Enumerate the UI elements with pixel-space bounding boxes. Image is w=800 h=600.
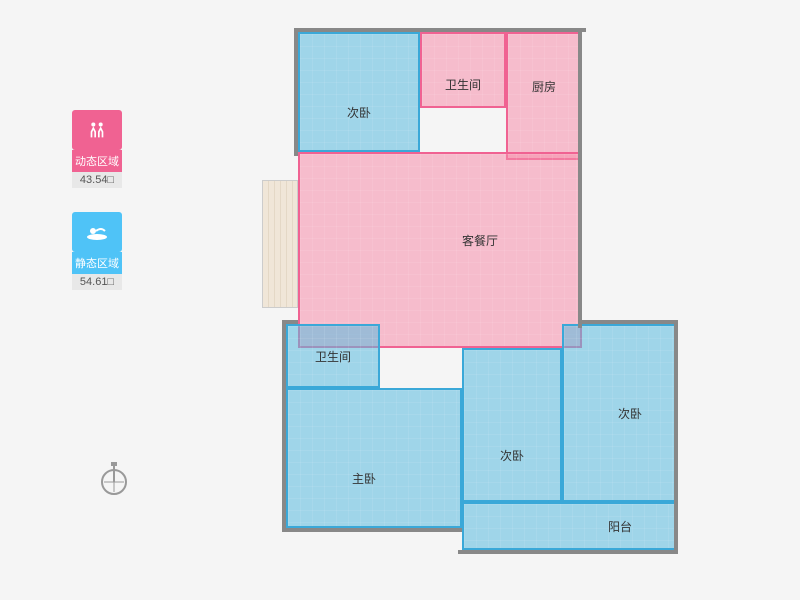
legend-dynamic-label: 动态区域 [72, 150, 122, 172]
room-label-bedroom2-top: 次卧 [347, 104, 371, 121]
compass-icon [96, 462, 132, 503]
room-bathroom1: 卫生间 [420, 32, 506, 108]
wall-segment-8 [282, 320, 298, 324]
legend-static: 静态区域 54.61□ [72, 212, 132, 290]
room-bathroom2: 卫生间 [286, 324, 380, 388]
room-bedroom2-top: 次卧 [298, 32, 420, 152]
room-label-bedroom4-r: 次卧 [618, 405, 642, 422]
room-label-bedroom3-mid: 次卧 [500, 447, 524, 464]
room-label-balcony: 阳台 [608, 518, 632, 535]
room-living: 客餐厅 [298, 152, 582, 348]
wall-segment-2 [578, 28, 582, 328]
room-label-bathroom1: 卫生间 [445, 76, 481, 93]
room-label-living: 客餐厅 [462, 232, 498, 249]
room-label-kitchen: 厨房 [532, 78, 556, 95]
wall-segment-5 [674, 320, 678, 554]
wall-segment-1 [294, 28, 298, 156]
room-bedroom3-mid: 次卧 [462, 348, 562, 502]
wall-segment-7 [578, 320, 678, 324]
room-label-master: 主卧 [352, 470, 376, 487]
room-kitchen: 厨房 [506, 32, 582, 160]
dynamic-zone-icon [72, 110, 122, 150]
room-master: 主卧 [286, 388, 462, 528]
wall-segment-0 [294, 28, 586, 32]
legend-static-label: 静态区域 [72, 252, 122, 274]
static-zone-icon [72, 212, 122, 252]
floorplan: 次卧卫生间厨房客餐厅卫生间主卧次卧次卧阳台 [262, 24, 682, 564]
room-balcony: 阳台 [462, 502, 678, 550]
wall-segment-4 [282, 528, 462, 532]
legend-panel: 动态区域 43.54□ 静态区域 54.61□ [72, 110, 132, 314]
exterior-ledge [262, 180, 298, 308]
wall-segment-3 [282, 320, 286, 532]
wall-segment-6 [458, 550, 678, 554]
legend-dynamic: 动态区域 43.54□ [72, 110, 132, 188]
room-bedroom4-r: 次卧 [562, 324, 678, 502]
legend-dynamic-value: 43.54□ [72, 172, 122, 188]
legend-static-value: 54.61□ [72, 274, 122, 290]
room-label-bathroom2: 卫生间 [315, 348, 351, 365]
